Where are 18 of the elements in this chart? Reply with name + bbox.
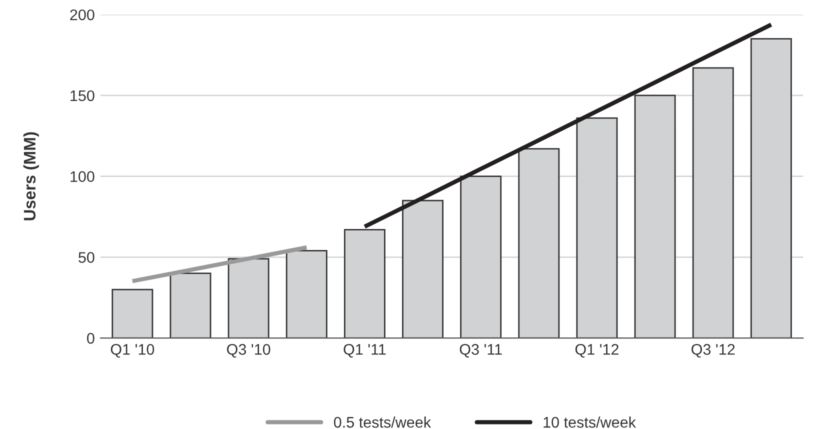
- legend-label: 0.5 tests/week: [334, 416, 432, 428]
- x-tick-label: Q1 '10: [110, 344, 154, 358]
- x-tick-label: Q3 '10: [227, 344, 270, 358]
- y-tick-label: 0: [87, 332, 94, 344]
- y-axis-title: Users (MM): [23, 132, 39, 220]
- x-tick-label: Q1 '12: [575, 344, 618, 358]
- line-series: [130, 245, 309, 284]
- bar: [170, 272, 212, 338]
- y-tick-label: 50: [78, 252, 94, 263]
- x-tick-label: Q1 '11: [344, 344, 386, 358]
- x-tick-label: Q3 '12: [692, 344, 735, 358]
- line-series: [362, 22, 774, 229]
- y-tick-label: 150: [70, 90, 94, 102]
- legend-label: 10 tests/week: [544, 416, 636, 428]
- y-tick-label: 100: [70, 171, 94, 182]
- y-tick-label: 200: [70, 9, 94, 20]
- bar: [112, 288, 154, 338]
- x-tick-label: Q3 '11: [460, 344, 502, 358]
